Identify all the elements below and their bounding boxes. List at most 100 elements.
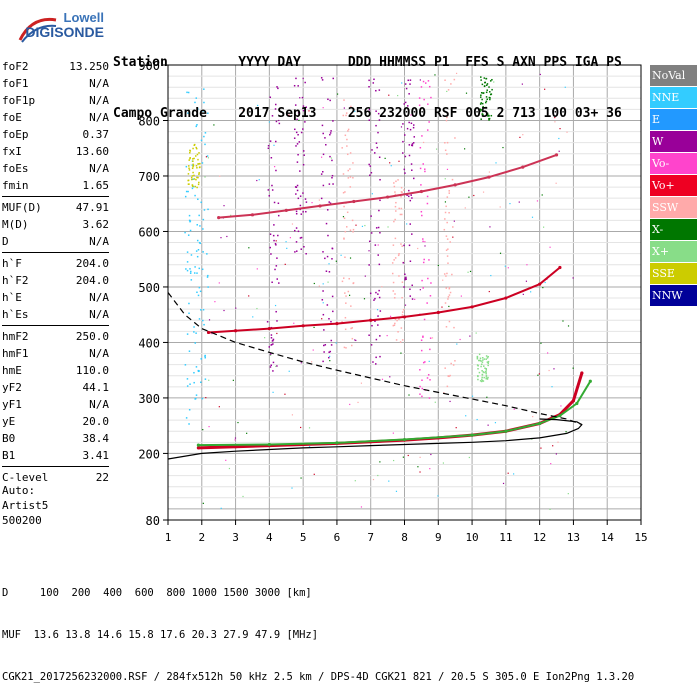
echo-dot (422, 336, 424, 338)
echo-dot (401, 245, 403, 247)
echo-dot (447, 262, 449, 264)
echo-dot (322, 251, 324, 253)
echo-dot (419, 385, 421, 388)
series-point (538, 421, 542, 426)
echo-dot (481, 376, 483, 379)
echo-dot (377, 324, 379, 326)
echo-dot (413, 136, 416, 138)
echo-dot (347, 177, 350, 179)
echo-dot (502, 482, 505, 485)
echo-dot (378, 263, 381, 266)
header-row1-11: PS (606, 55, 622, 70)
echo-dot (256, 268, 258, 270)
echo-dot (196, 153, 199, 156)
echo-dot (269, 354, 272, 357)
echo-dot (185, 268, 187, 270)
echo-dot (328, 183, 331, 185)
echo-dot (479, 110, 482, 112)
echo-dot (421, 387, 423, 390)
echo-dot (364, 275, 366, 277)
echo-dot (522, 293, 524, 295)
echo-dot (444, 178, 446, 180)
echo-dot (428, 259, 430, 261)
echo-dot (398, 318, 400, 320)
footer-file-row: CGK21_2017256232000.RSF / 284fx512h 50 k… (2, 671, 635, 683)
param-label: D (2, 235, 9, 248)
echo-dot (422, 141, 425, 144)
echo-dot (242, 495, 244, 498)
echo-dot (448, 286, 451, 289)
param-row: foEs N/A (2, 160, 109, 177)
header-row1-0: Station (113, 55, 168, 70)
echo-dot (270, 364, 272, 367)
echo-dot (555, 453, 557, 455)
param-label: foF1p (2, 94, 36, 107)
echo-dot (485, 376, 488, 378)
param-row: hmE 110.0 (2, 362, 109, 379)
echo-dot (421, 379, 423, 381)
echo-dot (297, 133, 299, 136)
echo-dot (446, 238, 449, 240)
echo-dot (551, 386, 553, 388)
echo-dot (188, 312, 190, 315)
echo-dot (399, 341, 402, 343)
echo-dot (293, 322, 295, 324)
header-row2-10: 03+ (574, 106, 599, 121)
echo-dot (435, 148, 438, 150)
series-point (206, 330, 211, 335)
echo-dot (484, 367, 486, 369)
echo-dot (423, 98, 425, 101)
header-row-labels: Station YYYY DAY DDD HHMMSS P1 FFS S AXN… (113, 54, 622, 71)
echo-dot (544, 88, 546, 90)
echo-dot (408, 154, 411, 157)
echo-dot (558, 150, 560, 152)
echo-dot (370, 344, 373, 346)
echo-dot (204, 143, 206, 146)
echo-dot (332, 77, 335, 80)
echo-dot (267, 189, 270, 191)
echo-dot (379, 310, 382, 312)
echo-dot (379, 461, 381, 463)
series-point (419, 189, 423, 194)
echo-dot (494, 422, 497, 424)
echo-dot (408, 189, 410, 192)
echo-dot (421, 214, 423, 217)
echo-dot (566, 131, 568, 133)
echo-dot (342, 114, 345, 117)
echo-dot (198, 163, 200, 165)
param-value: 250.0 (75, 330, 109, 343)
echo-dot (447, 89, 450, 91)
echo-dot (348, 277, 350, 280)
echo-dot (189, 220, 192, 222)
echo-dot (408, 93, 410, 95)
echo-dot (343, 217, 346, 220)
echo-dot (452, 236, 454, 238)
digisonde-logo: Lowell DIGISONDE (10, 8, 110, 50)
echo-dot (267, 144, 270, 147)
legend-item-e: E (650, 109, 697, 131)
y-tick-label: 600 (138, 225, 160, 239)
echo-dot (481, 102, 484, 105)
echo-dot (204, 356, 206, 359)
echo-dot (504, 265, 506, 267)
echo-dot (330, 130, 332, 132)
echo-dot (454, 137, 456, 139)
y-tick-label: 700 (138, 170, 160, 184)
echo-dot (352, 162, 354, 164)
echo-dot (390, 165, 392, 167)
param-row: M(D) 3.62 (2, 216, 109, 233)
series-point (369, 318, 373, 322)
echo-dot (293, 137, 296, 139)
echo-dot (411, 144, 414, 147)
header-row2-4: 232000 (379, 106, 427, 121)
scaled-parameters-panel: foF2 13.250 foF1 N/A foF1p N/A foE N/A foEp 0.37 f… (2, 58, 109, 486)
echo-dot (486, 378, 489, 380)
series-point (402, 437, 407, 442)
echo-dot (188, 350, 191, 352)
echo-dot (482, 92, 484, 94)
param-label: M(D) (2, 218, 29, 231)
param-row: h`Es N/A (2, 306, 109, 323)
chart-scatter-noise (184, 72, 574, 511)
echo-dot (460, 295, 462, 297)
echo-dot (386, 334, 388, 337)
